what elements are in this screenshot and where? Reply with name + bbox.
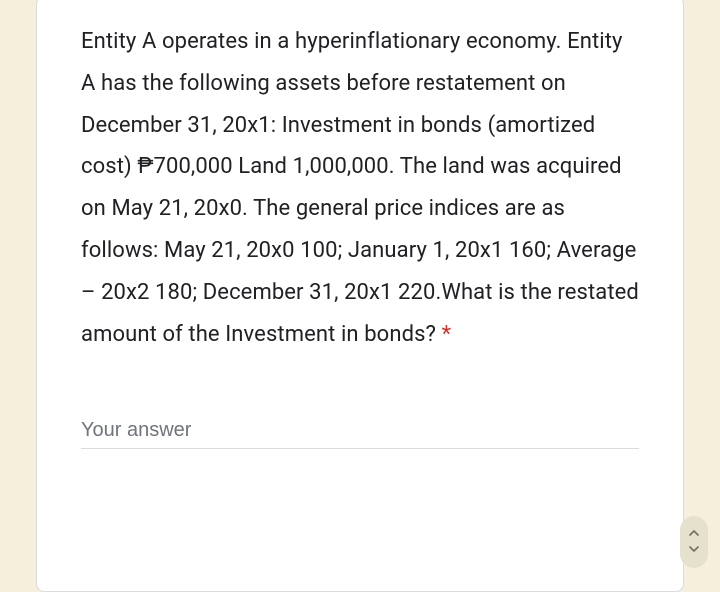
page-stepper (680, 516, 708, 568)
answer-field-wrap (81, 413, 639, 449)
answer-input[interactable] (81, 413, 639, 449)
question-text: Entity A operates in a hyperinflationary… (81, 21, 639, 355)
required-indicator: * (442, 322, 452, 347)
chevron-down-icon[interactable] (689, 545, 699, 555)
chevron-up-icon[interactable] (689, 529, 699, 539)
question-body: Entity A operates in a hyperinflationary… (81, 29, 639, 347)
form-question-card: Entity A operates in a hyperinflationary… (36, 0, 684, 592)
